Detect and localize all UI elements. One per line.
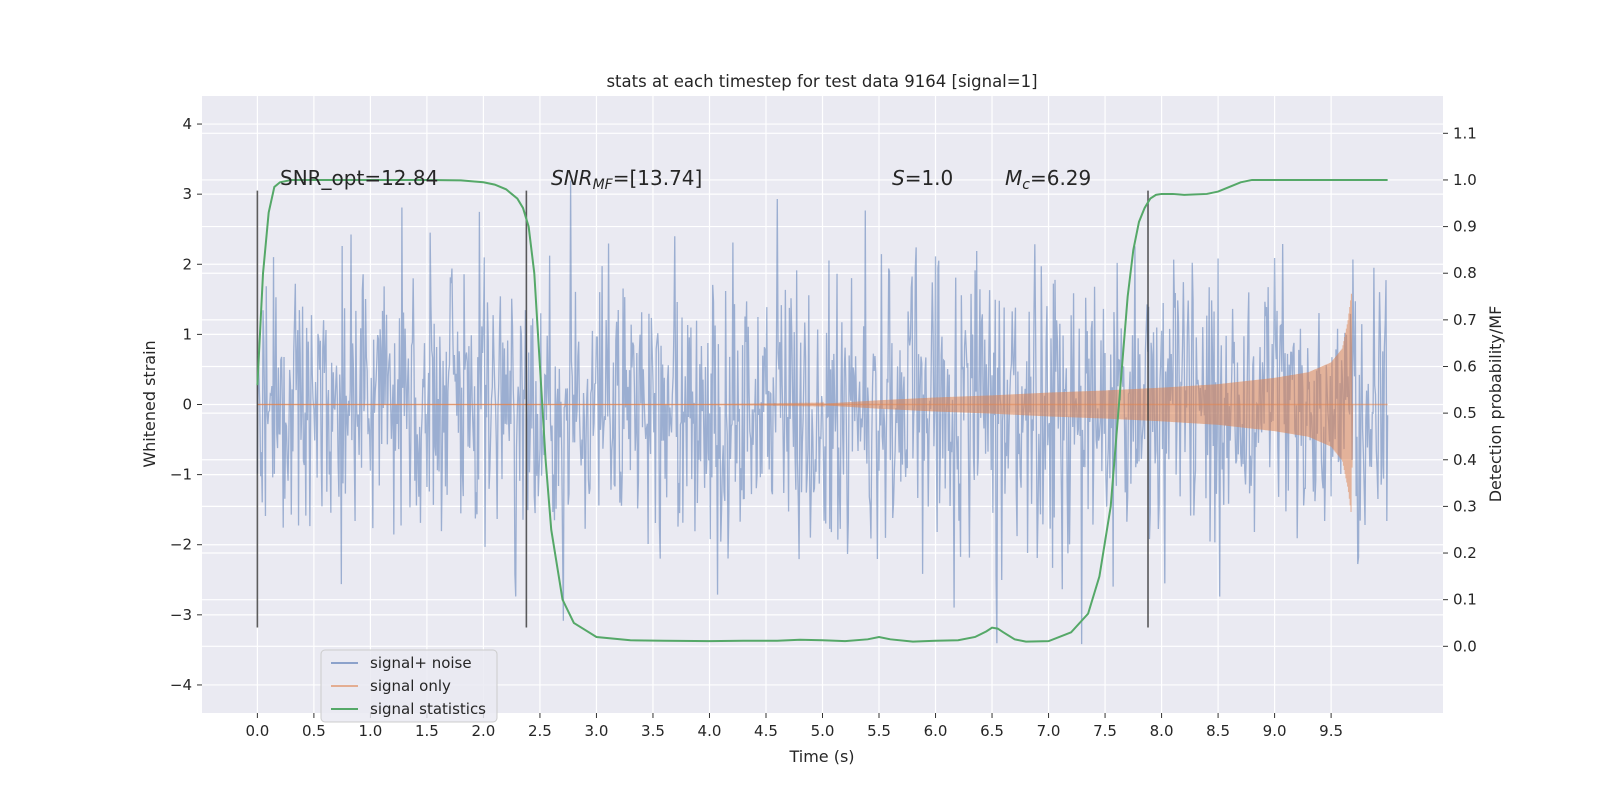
x-tick-label: 6.5	[980, 722, 1004, 740]
x-tick-label: 8.5	[1206, 722, 1230, 740]
annotation-mc: Mc=6.29	[1005, 166, 1091, 193]
y2-tick-label: 0.9	[1453, 218, 1477, 236]
chart-title: stats at each timestep for test data 916…	[606, 72, 1037, 91]
annotation-s: S=1.0	[892, 166, 953, 190]
y2-tick-label: 0.8	[1453, 264, 1477, 282]
y2-tick-label: 0.4	[1453, 451, 1477, 469]
legend-label-signal-noise: signal+ noise	[370, 654, 472, 672]
x-tick-label: 1.0	[358, 722, 382, 740]
x-tick-label: 7.0	[1037, 722, 1061, 740]
s-symbol: S	[892, 166, 905, 190]
annotation-snr-opt: SNR_opt=12.84	[280, 166, 438, 190]
x-tick-label: 4.5	[754, 722, 778, 740]
mc-value: =6.29	[1030, 166, 1091, 190]
x-tick-label: 1.5	[415, 722, 439, 740]
snr-mf-subscript: MF	[593, 177, 614, 193]
series-signal-statistics	[256, 178, 1388, 643]
legend: signal+ noise signal only signal statist…	[320, 649, 498, 723]
x-tick-label: 7.5	[1093, 722, 1117, 740]
snr-mf-value: =[13.74]	[613, 166, 703, 190]
x-tick-label: 9.0	[1263, 722, 1287, 740]
x-tick-label: 5.0	[811, 722, 835, 740]
y-tick-label: 4	[182, 115, 192, 133]
y-tick-label: 3	[182, 185, 192, 203]
y2-tick-label: 0.7	[1453, 311, 1477, 329]
y2-tick-label: 0.1	[1453, 591, 1477, 609]
x-tick-label: 5.5	[867, 722, 891, 740]
x-tick-label: 3.5	[641, 722, 665, 740]
y-tick-label: 0	[182, 396, 192, 414]
x-axis-label: Time (s)	[788, 747, 854, 766]
y2-tick-label: 1.0	[1453, 171, 1477, 189]
legend-box	[320, 649, 498, 723]
x-tick-label: 2.0	[471, 722, 495, 740]
x-tick-label: 6.0	[924, 722, 948, 740]
y-tick-label: −4	[170, 676, 192, 694]
y2-axis-ticks: 0.0 0.1 0.2 0.3 0.4 0.5 0.6 0.7 0.8 0.9 1.0 1.1	[1443, 124, 1477, 655]
y2-tick-label: 0.2	[1453, 544, 1477, 562]
x-tick-label: 2.5	[528, 722, 552, 740]
x-tick-label: 0.5	[302, 722, 326, 740]
y2-tick-label: 1.1	[1453, 124, 1477, 142]
y-tick-label: −2	[170, 536, 192, 554]
y-axis-label: Whitened strain	[140, 340, 159, 467]
annotation-snr-mf: SNRMF=[13.74]	[551, 166, 702, 193]
x-axis-ticks: 0.0 0.5 1.0 1.5 2.0 2.5 3.0 3.5 4.0 4.5 5.0 5.5 6.0 6…	[245, 713, 1343, 740]
legend-label-signal-only: signal only	[370, 677, 451, 695]
x-tick-label: 4.0	[698, 722, 722, 740]
y2-tick-label: 0.5	[1453, 404, 1477, 422]
y-tick-label: −1	[170, 466, 192, 484]
x-tick-label: 9.5	[1319, 722, 1343, 740]
y-tick-label: 2	[182, 255, 192, 273]
vertical-markers	[256, 190, 1149, 628]
y-tick-label: 1	[182, 325, 192, 343]
snr-mf-symbol: SNR	[551, 166, 593, 190]
s-value: =1.0	[905, 166, 954, 190]
y2-tick-label: 0.3	[1453, 497, 1477, 515]
x-tick-label: 8.0	[1150, 722, 1174, 740]
y-tick-label: −3	[170, 606, 192, 624]
legend-label-signal-statistics: signal statistics	[370, 700, 486, 718]
x-tick-label: 3.0	[585, 722, 609, 740]
y2-tick-label: 0.6	[1453, 357, 1477, 375]
y2-tick-label: 0.0	[1453, 637, 1477, 655]
y2-axis-label: Detection probability/MF	[1486, 306, 1505, 503]
x-tick-label: 0.0	[245, 722, 269, 740]
mc-subscript: c	[1022, 177, 1030, 193]
y-axis-ticks: −4 −3 −2 −1 0 1 2 3 4	[170, 115, 202, 694]
mc-symbol: M	[1005, 166, 1022, 190]
